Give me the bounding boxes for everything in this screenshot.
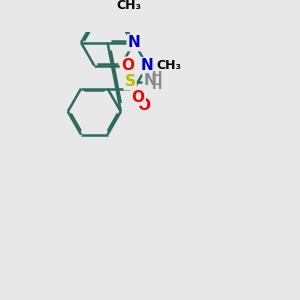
Text: O: O xyxy=(137,98,151,113)
Text: N: N xyxy=(144,73,156,88)
Text: O: O xyxy=(121,58,134,73)
Text: N: N xyxy=(128,35,140,50)
Text: N: N xyxy=(141,58,154,73)
Text: H: H xyxy=(152,79,163,92)
Text: H: H xyxy=(152,70,163,83)
Text: S: S xyxy=(124,74,136,89)
Text: CH₃: CH₃ xyxy=(116,0,141,12)
Text: O: O xyxy=(132,90,145,105)
Text: CH₃: CH₃ xyxy=(156,59,181,72)
